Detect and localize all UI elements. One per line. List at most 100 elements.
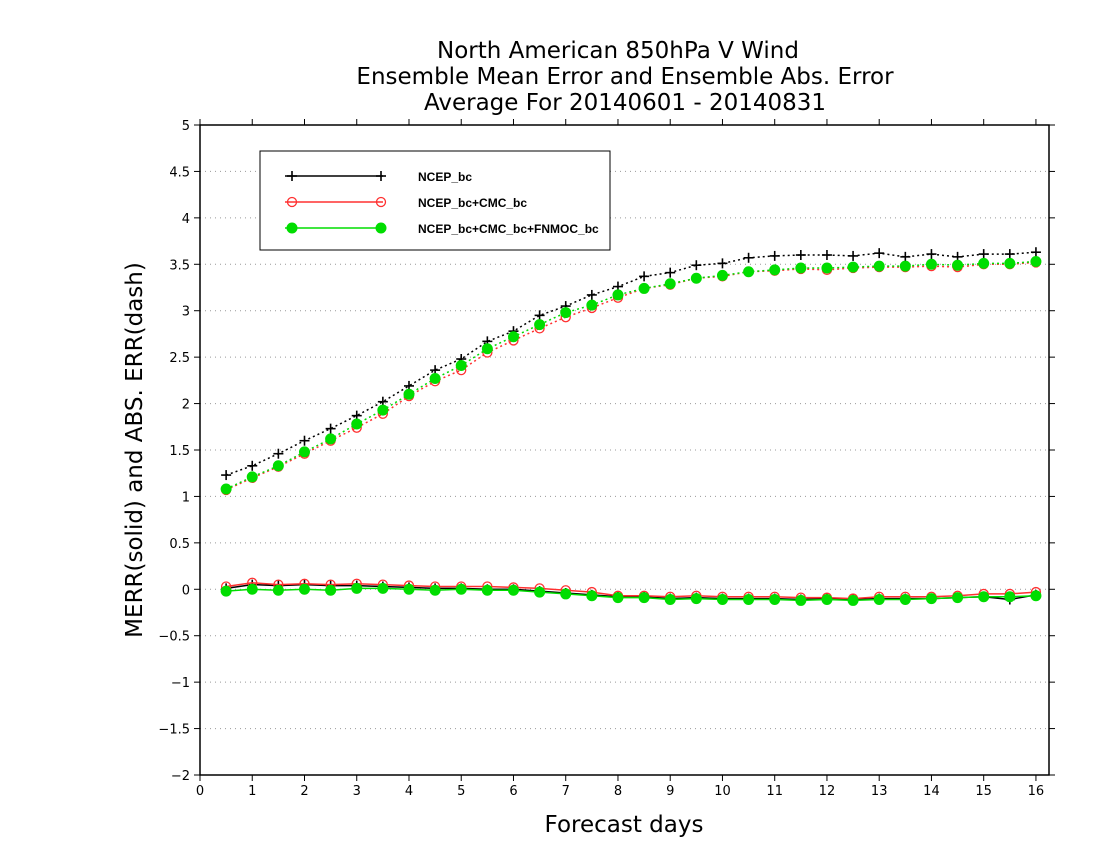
legend-box bbox=[259, 150, 611, 251]
x-tick-label: 15 bbox=[975, 784, 992, 799]
mean-err-point bbox=[978, 591, 990, 603]
y-tick-label: −1.5 bbox=[158, 723, 190, 738]
abs-err-point bbox=[743, 266, 755, 278]
legend-marker-right bbox=[375, 196, 387, 208]
x-tick-label: 1 bbox=[248, 784, 256, 799]
mean-err-point bbox=[952, 592, 964, 604]
legend-entry-2: NCEP_bc+CMC_bc+FNMOC_bc bbox=[285, 222, 599, 236]
abs-err-point bbox=[664, 278, 676, 290]
abs-err-point bbox=[925, 258, 937, 270]
abs-err-point bbox=[455, 360, 467, 371]
mean-err-point bbox=[560, 588, 572, 600]
x-tick-label: 0 bbox=[196, 784, 204, 799]
mean-err-point bbox=[873, 594, 885, 605]
abs-err-point bbox=[769, 250, 780, 261]
abs-err-point bbox=[299, 435, 310, 446]
abs-err-point bbox=[586, 299, 598, 311]
chart-title-line-1: North American 850hPa V Wind bbox=[437, 38, 799, 64]
mean-err-point bbox=[925, 593, 937, 605]
mean-err-point bbox=[325, 584, 337, 596]
y-axis-title: MERR(solid) and ABS. ERR(dash) bbox=[122, 262, 148, 638]
abs-err-point bbox=[560, 307, 572, 319]
abs-err-point bbox=[743, 252, 754, 263]
abs-err-point bbox=[690, 272, 702, 284]
y-tick-label: 1.5 bbox=[169, 444, 190, 459]
legend-marker-right bbox=[375, 222, 387, 234]
x-axis-title: Forecast days bbox=[545, 812, 704, 838]
mean-err-point bbox=[429, 584, 441, 596]
legend: NCEP_bc NCEP_bc+CMC_bc NCEP_bc+CMC_bc+FNMO… bbox=[259, 150, 611, 251]
abs-err-point bbox=[716, 269, 728, 281]
y-tick-label: 2 bbox=[182, 398, 190, 413]
abs-err-point bbox=[769, 264, 781, 276]
chart-title-line-3: Average For 20140601 - 20140831 bbox=[424, 90, 826, 116]
abs-err-line bbox=[225, 261, 1036, 491]
abs-err-point bbox=[847, 261, 859, 273]
x-tick-label: 10 bbox=[714, 784, 731, 799]
x-tick-label: 2 bbox=[300, 784, 308, 799]
abs-err-line bbox=[225, 251, 1036, 476]
y-tick-label: −1 bbox=[171, 676, 190, 691]
mean-err-point bbox=[690, 593, 702, 605]
abs-err-point bbox=[978, 257, 990, 269]
y-tick-label: 4 bbox=[182, 212, 190, 227]
legend-marker-left bbox=[286, 222, 298, 234]
abs-err-point bbox=[638, 282, 650, 294]
abs-err-point bbox=[900, 251, 911, 262]
mean-err-point bbox=[899, 594, 911, 605]
x-tick-label: 9 bbox=[666, 784, 674, 799]
abs-err-point bbox=[273, 448, 284, 459]
abs-err-point bbox=[377, 404, 389, 416]
x-tick-label: 5 bbox=[457, 784, 465, 799]
mean-err-point bbox=[298, 583, 310, 595]
abs-err-point bbox=[821, 250, 832, 260]
mean-err-point bbox=[481, 584, 493, 596]
legend-marker-right bbox=[376, 171, 386, 181]
mean-err-point bbox=[716, 594, 728, 605]
mean-err-point bbox=[1004, 591, 1016, 603]
x-tick-label: 14 bbox=[923, 784, 940, 799]
y-tick-label: 3 bbox=[182, 305, 190, 320]
abs-err-point bbox=[247, 460, 258, 471]
mean-err-point bbox=[377, 582, 389, 594]
abs-err-point bbox=[978, 249, 989, 260]
mean-err-point bbox=[664, 594, 676, 605]
x-tick-label: 13 bbox=[871, 784, 888, 799]
x-tick-label: 8 bbox=[614, 784, 622, 799]
abs-err-point bbox=[429, 373, 441, 384]
legend-entry-1: NCEP_bc+CMC_bc bbox=[285, 196, 527, 210]
abs-err-point bbox=[848, 250, 859, 261]
abs-err-point bbox=[926, 249, 937, 260]
mean-err-point bbox=[821, 594, 833, 605]
abs-err-point bbox=[220, 483, 232, 495]
abs-err-point bbox=[534, 310, 545, 321]
chart-title-line-2: Ensemble Mean Error and Ensemble Abs. Er… bbox=[356, 64, 894, 90]
y-tick-label: 0.5 bbox=[169, 537, 190, 552]
abs-err-point bbox=[298, 446, 310, 458]
legend-marker-left bbox=[287, 171, 297, 181]
y-tick-label: −2 bbox=[171, 769, 190, 784]
mean-err-point bbox=[507, 584, 519, 596]
series-2 bbox=[220, 256, 1042, 606]
y-tick-label: 5 bbox=[182, 119, 190, 134]
mean-err-point bbox=[455, 583, 467, 595]
abs-err-point bbox=[639, 271, 650, 282]
legend-label: NCEP_bc bbox=[418, 170, 472, 184]
mean-err-point bbox=[638, 592, 650, 604]
abs-err-point bbox=[873, 260, 885, 272]
abs-err-point bbox=[481, 343, 493, 355]
mean-err-point bbox=[220, 585, 232, 597]
mean-err-point bbox=[272, 584, 284, 596]
y-tick-label: 2.5 bbox=[169, 351, 190, 366]
y-tick-label: 3.5 bbox=[169, 258, 190, 273]
mean-err-point bbox=[769, 594, 781, 605]
abs-err-point bbox=[1030, 247, 1041, 258]
mean-err-point bbox=[1030, 590, 1042, 602]
x-tick-label: 16 bbox=[1028, 784, 1045, 799]
abs-err-point bbox=[534, 319, 546, 331]
abs-err-point bbox=[665, 267, 676, 278]
abs-err-point bbox=[351, 418, 363, 430]
legend-marker-left bbox=[286, 196, 298, 208]
abs-err-point bbox=[272, 460, 284, 472]
